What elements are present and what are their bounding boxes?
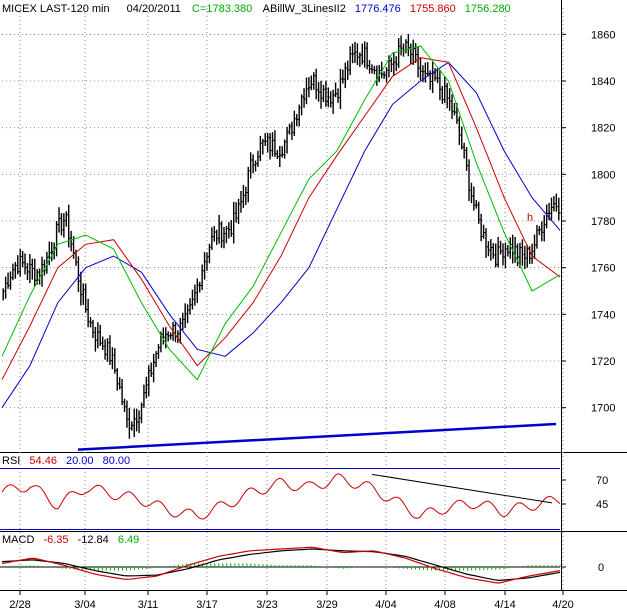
indicator-line-green xyxy=(1,45,561,381)
macd-tick-label: 0 xyxy=(598,562,604,574)
macd-value: -6.35 xyxy=(43,534,68,546)
y-tick-label: 1760 xyxy=(591,263,615,275)
date-label: 04/20/2011 xyxy=(127,3,181,15)
x-tick-label: 4/08 xyxy=(434,599,455,611)
rsi-name: RSI xyxy=(2,455,20,467)
macd-hist-value: 6.49 xyxy=(118,534,139,546)
y-tick-label: 1820 xyxy=(591,123,615,135)
x-tick-label: 4/04 xyxy=(375,599,396,611)
macd-signal-value: -12.84 xyxy=(78,534,109,546)
rsi-panel xyxy=(0,468,561,530)
rsi-level-high: 80.00 xyxy=(103,455,131,467)
y-tick-label: 1780 xyxy=(591,216,615,228)
y-tick-label: 1740 xyxy=(591,309,615,321)
rsi-legend: RSI 54.46 20.00 80.00 xyxy=(2,455,130,467)
macd-legend: MACD -6.35 -12.84 6.49 xyxy=(2,534,139,546)
indicator-green-value: 1756.280 xyxy=(465,3,511,15)
y-tick-label: 1860 xyxy=(591,29,615,41)
y-tick-label: 1720 xyxy=(591,356,615,368)
indicator-line-blue xyxy=(1,61,561,408)
x-tick-label: 4/14 xyxy=(494,599,515,611)
close-label: C=1783.380 xyxy=(192,3,252,15)
x-tick-label: 3/29 xyxy=(316,599,337,611)
rsi-level-low: 20.00 xyxy=(66,455,94,467)
indicator-red-value: 1755.860 xyxy=(410,3,456,15)
axes: 1700 1720 1740 1760 1780 1800 1820 1840 1860 2/28… xyxy=(9,29,615,611)
x-tick-label: 3/04 xyxy=(74,599,95,611)
panel-frames xyxy=(0,0,627,591)
macd-panel xyxy=(0,546,561,584)
price-trendline xyxy=(77,422,557,451)
indicator-line-red xyxy=(1,57,561,380)
rsi-line xyxy=(1,473,561,520)
x-tick-label: 3/11 xyxy=(138,599,159,611)
rsi-value: 54.46 xyxy=(29,455,57,467)
indicator-blue-value: 1776.476 xyxy=(355,3,401,15)
x-tick-label: 3/23 xyxy=(256,599,277,611)
rsi-tick-label: 70 xyxy=(596,475,608,487)
y-tick-label: 1840 xyxy=(591,76,615,88)
macd-name: MACD xyxy=(2,534,34,546)
indicator-lines xyxy=(1,45,561,451)
x-tick-label: 3/17 xyxy=(196,599,217,611)
macd-line xyxy=(1,546,561,584)
indicator-name: ABillW_3LinesII2 xyxy=(263,3,346,15)
price-bars xyxy=(2,33,561,439)
x-tick-label: 4/20 xyxy=(552,599,573,611)
chart-header: MICEX LAST-120 min 04/20/2011 C=1783.380… xyxy=(2,3,511,15)
annotation-h: h xyxy=(527,212,533,224)
symbol-label: MICEX LAST-120 min xyxy=(2,3,110,15)
y-tick-label: 1700 xyxy=(591,403,615,415)
x-tick-label: 2/28 xyxy=(9,599,30,611)
macd-signal-line xyxy=(1,548,561,582)
y-tick-label: 1800 xyxy=(591,169,615,181)
rsi-tick-label: 45 xyxy=(596,499,608,511)
rsi-trendline xyxy=(371,473,553,504)
